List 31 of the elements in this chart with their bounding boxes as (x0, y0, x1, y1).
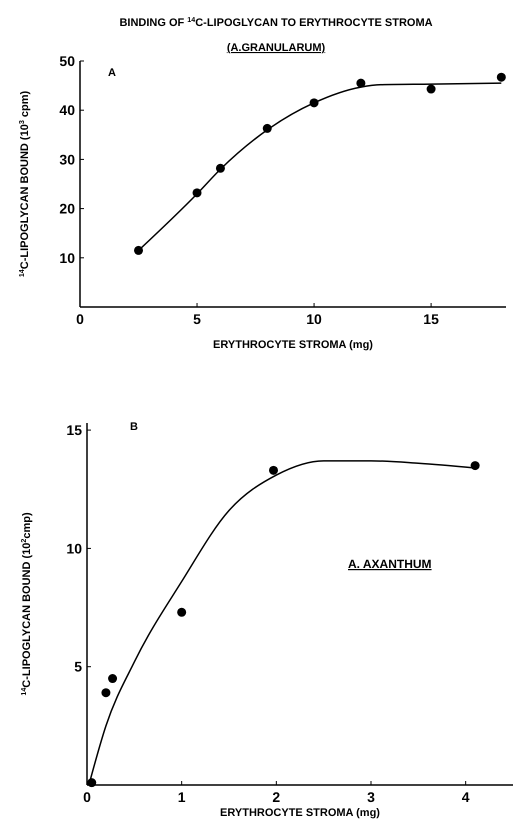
x-tick-label: 4 (462, 789, 470, 805)
x-tick-label: 3 (367, 789, 376, 805)
point (356, 78, 366, 88)
y-tick-label: 30 (59, 151, 76, 168)
y-tick-label: 40 (59, 102, 76, 118)
point (268, 466, 278, 475)
x-axis-title: ERYTHROCYTE STROMA (mg) (220, 807, 380, 819)
x-tick-label: 0 (83, 789, 92, 805)
y-tick-label: 10 (59, 250, 76, 266)
point (101, 688, 110, 698)
x-tick-label: 10 (306, 311, 322, 327)
chart-title: BINDING OF $^{14}$C-LIPOGLYCAN TO ERYTHROCYTE STROMA (119, 16, 433, 29)
annotation: A. AXANTHUM (348, 557, 432, 571)
x-tick-label: 15 (423, 311, 440, 327)
annotation: A (108, 67, 116, 79)
point (108, 674, 118, 684)
x-tick-label: 1 (178, 789, 186, 805)
point (426, 84, 436, 94)
chart-subtitle: (A.GRANULARUM) (226, 42, 326, 54)
x-tick-label: 0 (76, 311, 84, 327)
point (496, 72, 506, 82)
y-tick-label: 15 (66, 422, 82, 438)
y-tick-label: 10 (66, 540, 82, 556)
x-tick-label: 2 (272, 789, 280, 805)
annotation: B (130, 421, 138, 433)
x-axis-title: ERYTHROCYTE STROMA (mg) (213, 339, 374, 351)
x-tick-label: 5 (193, 311, 202, 327)
y-tick-label: 20 (59, 200, 76, 217)
y-tick-label: 50 (59, 53, 76, 69)
y-tick-label: 5 (74, 658, 82, 675)
point (177, 608, 186, 617)
